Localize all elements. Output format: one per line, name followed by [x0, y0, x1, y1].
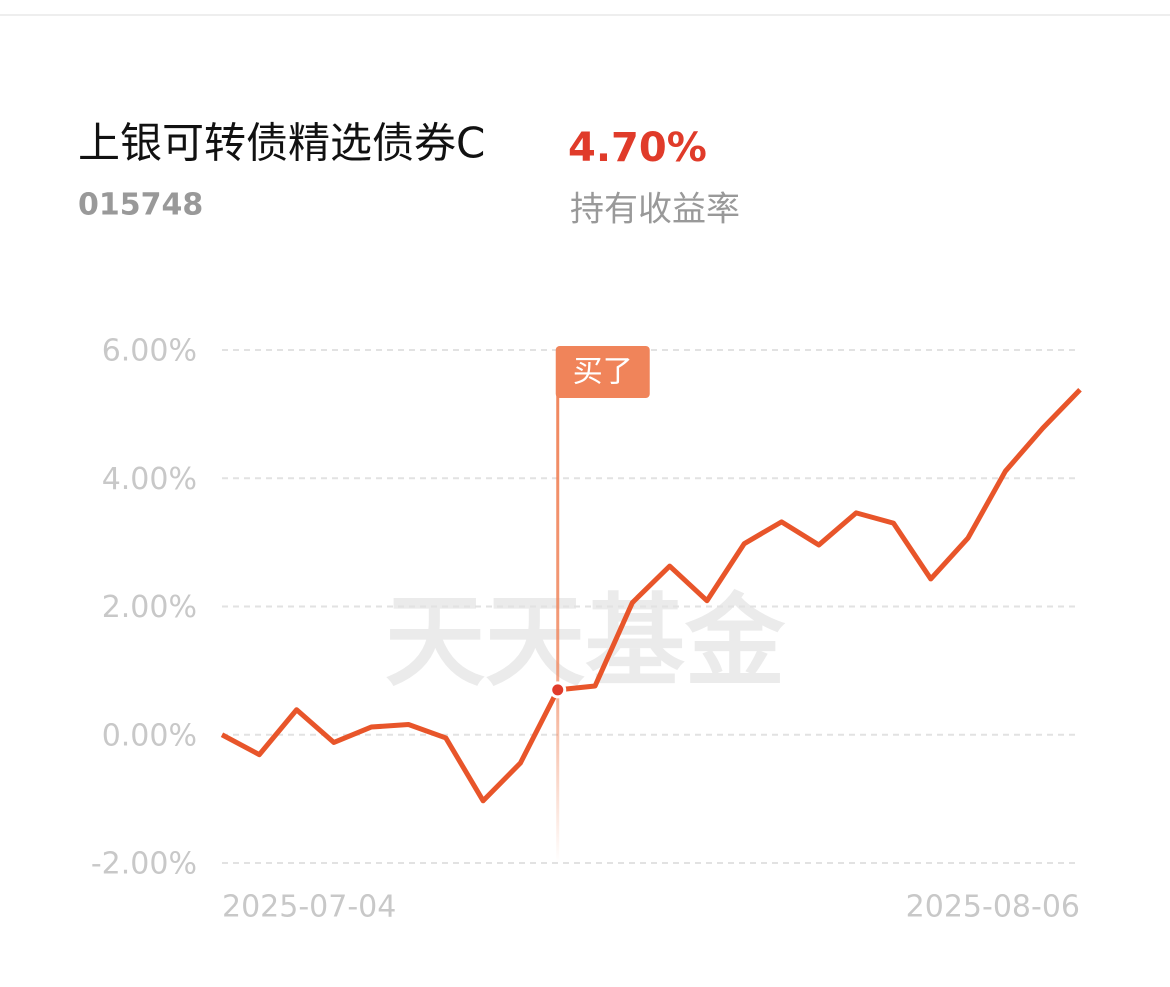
fund-title: 上银可转债精选债券C: [78, 119, 485, 168]
buy-tag: [555, 346, 650, 398]
y-tick-label: 6.00%: [102, 334, 197, 369]
fund-code: 015748: [78, 188, 203, 223]
x-tick-label: 2025-07-04: [222, 890, 396, 925]
series-line: [220, 388, 1082, 804]
watermark: 天天基金: [385, 582, 786, 700]
buy-point: [549, 681, 567, 699]
buy-tag-label: 买了: [573, 355, 633, 390]
return-value: 4.70%: [568, 125, 707, 171]
y-tick-label: 0.00%: [102, 718, 197, 753]
buy-line: [556, 350, 560, 863]
y-tick-label: -2.00%: [91, 847, 197, 882]
y-tick-label: 4.00%: [102, 462, 197, 497]
y-tick-label: 2.00%: [102, 590, 197, 625]
x-tick-label: 2025-08-06: [906, 890, 1080, 925]
return-label: 持有收益率: [570, 190, 740, 230]
